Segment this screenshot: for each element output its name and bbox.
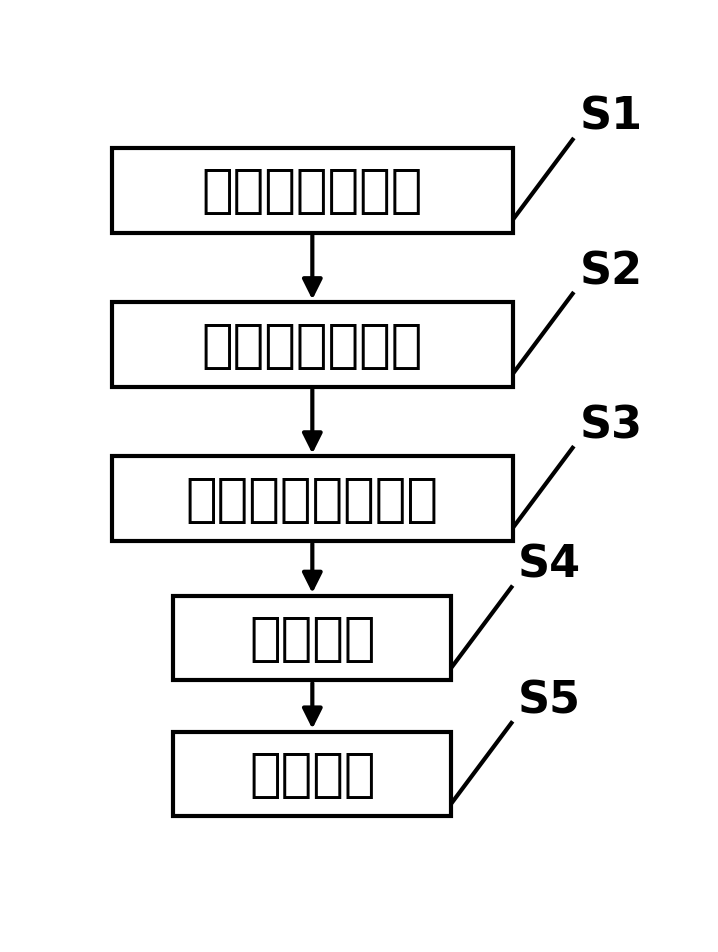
Text: 负极片制造步骤: 负极片制造步骤 — [202, 319, 423, 371]
Bar — [112, 303, 513, 387]
Text: S2: S2 — [579, 249, 643, 292]
Bar — [173, 732, 452, 816]
Text: S4: S4 — [518, 543, 582, 585]
Bar — [173, 596, 452, 681]
Text: S5: S5 — [518, 679, 581, 722]
Text: S1: S1 — [579, 96, 643, 139]
Text: 组装步骤: 组装步骤 — [249, 612, 376, 664]
Text: 隔膜膜片制造步骤: 隔膜膜片制造步骤 — [186, 473, 439, 526]
Text: 正极片制造步骤: 正极片制造步骤 — [202, 166, 423, 217]
Text: S3: S3 — [579, 404, 643, 446]
Bar — [112, 457, 513, 542]
Bar — [112, 149, 513, 233]
Text: 萃取步骤: 萃取步骤 — [249, 748, 376, 800]
